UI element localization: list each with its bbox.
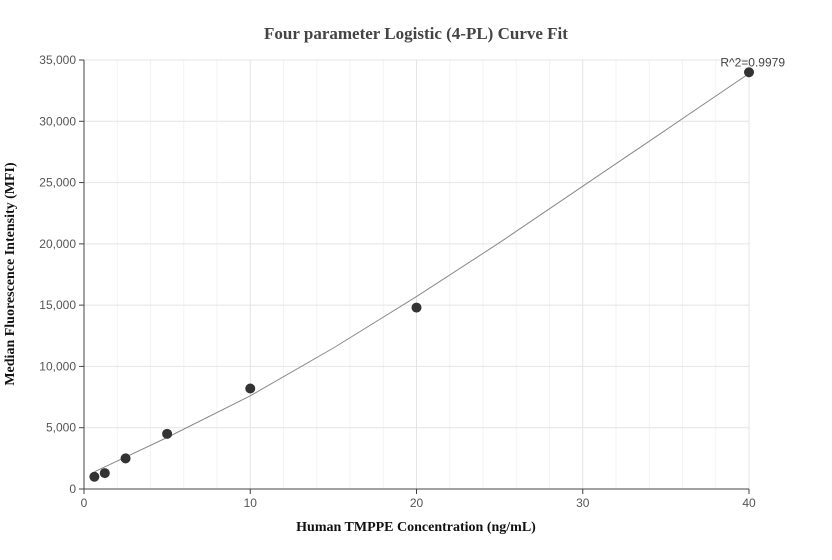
y-tick-label: 20,000 bbox=[39, 237, 76, 251]
y-tick-labels: 0 5,000 10,000 15,000 20,000 25,000 30,000 35,0… bbox=[39, 53, 84, 496]
x-tick-label: 40 bbox=[742, 496, 756, 510]
y-axis-title: Median Fluorescence Intensity (MFI) bbox=[3, 162, 18, 386]
data-point bbox=[120, 453, 131, 464]
data-point bbox=[744, 67, 754, 78]
r-squared-annotation: R^2=0.9979 bbox=[720, 55, 785, 69]
y-tick-label: 35,000 bbox=[39, 53, 76, 67]
y-tick-label: 0 bbox=[69, 482, 76, 496]
y-tick-label: 5,000 bbox=[46, 421, 76, 435]
x-tick-label: 20 bbox=[410, 496, 424, 510]
data-point bbox=[411, 302, 422, 313]
y-tick-label: 30,000 bbox=[39, 114, 76, 128]
data-point bbox=[89, 471, 100, 482]
fit-curve-layer bbox=[94, 73, 750, 473]
x-tick-label: 10 bbox=[244, 496, 258, 510]
grid-minor bbox=[116, 60, 717, 489]
x-tick-label: 30 bbox=[576, 496, 590, 510]
data-point bbox=[99, 468, 110, 479]
y-tick-label: 10,000 bbox=[39, 359, 76, 373]
fit-curve-line bbox=[94, 73, 750, 473]
y-tick-label: 15,000 bbox=[39, 298, 76, 312]
data-points-layer bbox=[89, 67, 754, 482]
x-tick-labels: 0 10 20 30 40 bbox=[81, 489, 756, 510]
data-point bbox=[245, 383, 256, 394]
data-point bbox=[162, 428, 173, 439]
y-tick-label: 25,000 bbox=[39, 176, 76, 190]
chart-title: Four parameter Logistic (4-PL) Curve Fit bbox=[264, 24, 568, 43]
x-axis-title: Human TMPPE Concentration (ng/mL) bbox=[296, 520, 536, 535]
x-tick-label: 0 bbox=[81, 496, 88, 510]
